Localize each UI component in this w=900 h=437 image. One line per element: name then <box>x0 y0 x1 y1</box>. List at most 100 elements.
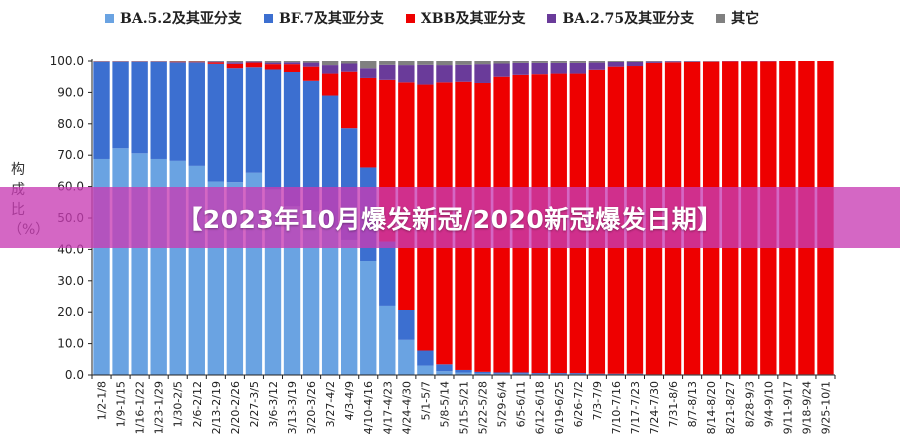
y-tick-label-1: 10.0 <box>57 337 84 351</box>
y-tick-label-3: 30.0 <box>57 274 84 288</box>
bar-segment-s0-c13 <box>341 239 358 375</box>
bar-segment-s2-c10 <box>283 64 301 72</box>
bar-segment-s4-c5 <box>188 61 205 62</box>
chart-legend: BA.5.2及其亚分支 BF.7及其亚分支 XBB及其亚分支 BA.2.75及其… <box>105 8 759 28</box>
y-tick-label-0: 0.0 <box>65 368 84 382</box>
bar-segment-s1-c8 <box>245 67 263 173</box>
bar-segment-s0-c18 <box>436 371 453 375</box>
bar-segment-s1-c11 <box>302 80 320 212</box>
bar-segment-s2-c9 <box>264 64 282 70</box>
bar-segment-s4-c27 <box>607 61 625 62</box>
bar-segment-s3-c15 <box>379 64 396 80</box>
legend-label-other: 其它 <box>731 11 760 27</box>
bar-segment-s3-c25 <box>569 62 586 74</box>
bar-segment-s3-c18 <box>436 65 453 83</box>
x-tick-label-6: 2/13-2/19 <box>210 381 223 434</box>
bar-segment-s1-c26 <box>588 373 606 375</box>
bar-segment-s1-c4 <box>169 62 186 161</box>
bar-segment-s3-c24 <box>550 62 567 74</box>
x-tick-label-3: 1/23-1/29 <box>153 381 166 434</box>
bar-segment-s1-c0 <box>93 61 110 159</box>
x-tick-label-16: 4/24-4/30 <box>400 381 413 434</box>
bar-segment-s2-c7 <box>226 63 244 69</box>
bar-segment-s0-c1 <box>112 148 129 375</box>
bar-segment-s0-c16 <box>398 339 415 375</box>
x-tick-label-29: 7/24-7/30 <box>648 381 661 434</box>
x-tick-label-15: 4/17-4/23 <box>381 381 394 434</box>
bar-segment-s1-c15 <box>379 241 396 306</box>
bar-segment-s4-c10 <box>283 61 301 63</box>
x-tick-label-14: 4/10-4/16 <box>362 381 375 434</box>
bar-segment-s3-c20 <box>474 64 491 83</box>
bar-segment-s0-c17 <box>417 365 434 375</box>
bar-segment-s2-c6 <box>207 62 225 64</box>
x-tick-label-22: 6/5-6/11 <box>515 381 528 427</box>
bar-segment-s4-c7 <box>226 61 244 63</box>
x-tick-label-35: 9/4-9/10 <box>762 381 775 427</box>
legend-swatch-ba275 <box>547 13 557 23</box>
bar-segment-s3-c8 <box>245 61 263 63</box>
bar-segment-s3-c31 <box>683 61 701 62</box>
bar-segment-s4-c9 <box>264 61 282 63</box>
bar-segment-s4-c21 <box>493 61 510 64</box>
bar-segment-s1-c24 <box>550 373 567 375</box>
legend-item-bf7: BF.7及其亚分支 <box>263 8 384 28</box>
bar-segment-s3-c21 <box>493 63 510 77</box>
bar-segment-s0-c21 <box>493 373 510 375</box>
bar-segment-s4-c12 <box>321 61 339 66</box>
bar-segment-s2-c8 <box>245 62 263 68</box>
x-tick-label-0: 1/2-1/8 <box>96 381 109 420</box>
bar-segment-s3-c10 <box>283 62 301 65</box>
legend-item-xbb: XBB及其亚分支 <box>405 8 525 28</box>
bar-segment-s1-c25 <box>569 373 586 375</box>
bar-segment-s0-c12 <box>321 227 339 375</box>
y-tick-label-10: 100.0 <box>50 54 84 68</box>
x-tick-label-32: 8/14-8/20 <box>705 381 718 434</box>
bar-segment-s3-c13 <box>341 63 358 72</box>
bar-segment-s1-c28 <box>626 373 644 375</box>
bar-segment-s1-c21 <box>493 372 510 374</box>
bar-segment-s3-c27 <box>607 61 625 67</box>
title-banner: 【2023年10月爆发新冠/2020新冠爆发日期】 <box>0 187 900 248</box>
bar-segment-s2-c13 <box>341 71 358 129</box>
legend-swatch-ba52 <box>105 13 114 23</box>
x-tick-label-36: 9/11-9/17 <box>781 381 794 434</box>
x-tick-label-34: 8/28-9/3 <box>743 381 756 427</box>
bar-segment-s3-c11 <box>302 62 320 67</box>
bar-segment-s1-c16 <box>398 310 415 340</box>
x-tick-label-30: 7/31-8/6 <box>667 381 680 427</box>
y-tick-label-7: 70.0 <box>57 148 84 162</box>
bar-segment-s3-c30 <box>664 61 682 63</box>
x-tick-label-37: 9/18-9/24 <box>800 381 813 434</box>
bar-segment-s3-c12 <box>321 65 339 74</box>
legend-swatch-bf7 <box>263 13 273 23</box>
bar-segment-s1-c18 <box>436 364 453 372</box>
legend-item-ba275: BA.2.75及其亚分支 <box>547 8 694 28</box>
bar-segment-s3-c19 <box>455 64 472 82</box>
axes-group: 0.010.020.030.040.050.060.070.080.090.01… <box>50 54 836 434</box>
bar-segment-s4-c14 <box>360 61 377 69</box>
x-tick-label-31: 8/7-8/13 <box>686 381 699 427</box>
x-tick-label-11: 3/20-3/26 <box>305 381 318 434</box>
bar-segment-s4-c29 <box>645 61 663 62</box>
banner-text: 【2023年10月爆发新冠/2020新冠爆发日期】 <box>177 204 723 234</box>
bar-segment-s1-c9 <box>264 69 282 190</box>
bar-segment-s3-c29 <box>645 61 663 63</box>
bar-segment-s0-c11 <box>302 211 320 375</box>
bar-segment-s0-c19 <box>455 372 472 375</box>
bar-segment-s1-c17 <box>417 350 434 366</box>
bar-segment-s0-c10 <box>283 206 301 375</box>
x-tick-label-12: 3/27-4/2 <box>324 381 337 427</box>
bar-segment-s4-c16 <box>398 61 415 66</box>
bar-segment-s0-c22 <box>512 373 529 375</box>
x-tick-label-25: 6/26-7/2 <box>572 381 585 427</box>
bar-segment-s1-c19 <box>455 369 472 373</box>
x-tick-label-28: 7/17-7/23 <box>629 381 642 434</box>
x-tick-label-18: 5/8-5/14 <box>438 381 451 427</box>
x-tick-label-7: 2/20-2/26 <box>229 381 242 434</box>
bar-segment-s0-c15 <box>379 305 396 375</box>
bar-segment-s2-c14 <box>360 77 377 168</box>
x-tick-label-1: 1/9-1/15 <box>115 381 128 427</box>
bar-segment-s4-c28 <box>626 61 644 62</box>
x-tick-label-8: 2/27-3/5 <box>248 381 261 427</box>
